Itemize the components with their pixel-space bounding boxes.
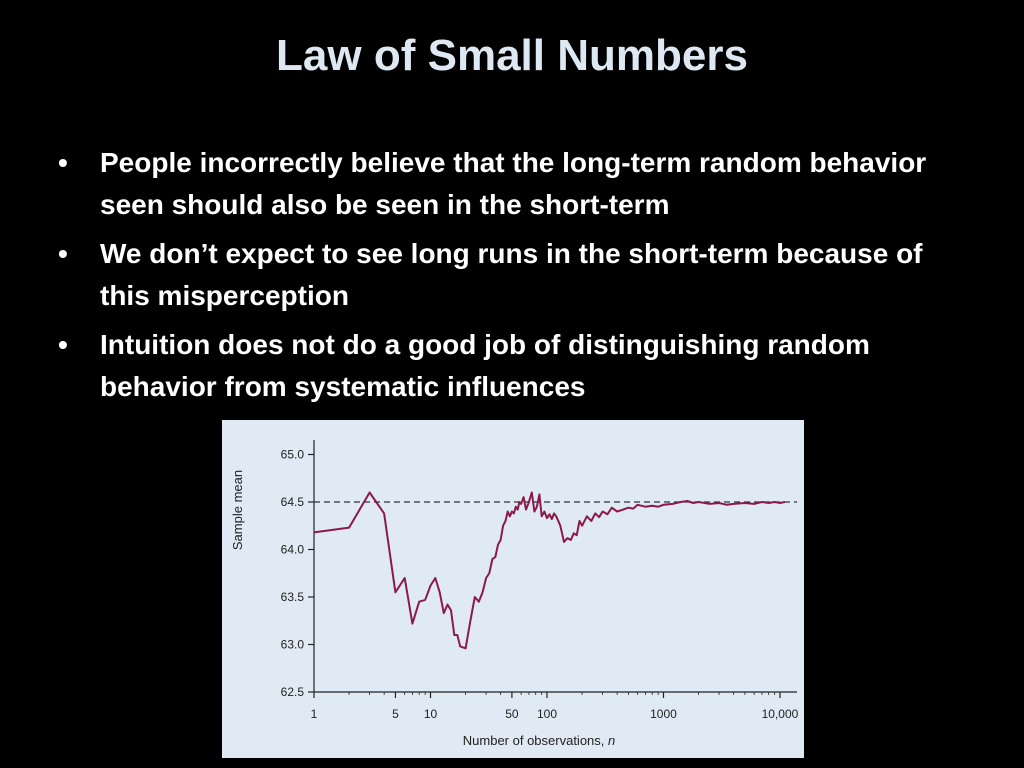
bullet-text: People incorrectly believe that the long… <box>100 147 927 220</box>
y-tick-label: 64.5 <box>281 495 305 509</box>
x-axis-label: Number of observations, n <box>463 733 615 748</box>
sample-mean-line <box>313 491 786 650</box>
y-tick-label: 65.0 <box>281 448 305 462</box>
axes <box>313 440 797 693</box>
y-axis-label: Sample mean <box>230 470 245 550</box>
bullet-dot: • <box>58 238 68 269</box>
bullet-item: • Intuition does not do a good job of di… <box>56 324 976 408</box>
x-tick-label: 10,000 <box>762 707 799 721</box>
chart-panel: 62.5 63.0 63.5 64.0 64.5 65.0 1 5 10 50 100 1000 10,… <box>222 420 804 758</box>
x-tick-label: 50 <box>505 707 519 721</box>
x-tick-label: 1 <box>311 707 318 721</box>
series-group <box>313 491 786 650</box>
y-tick-label: 63.5 <box>281 590 305 604</box>
bullet-dot: • <box>58 147 68 178</box>
ticks: 62.5 63.0 63.5 64.0 64.5 65.0 1 5 10 50 100 1000 10,… <box>281 448 799 722</box>
bullet-item: • People incorrectly believe that the lo… <box>56 142 976 226</box>
bullet-list: • People incorrectly believe that the lo… <box>56 142 976 415</box>
bullet-dot: • <box>58 329 68 360</box>
x-tick-label: 10 <box>424 707 438 721</box>
sample-mean-chart: 62.5 63.0 63.5 64.0 64.5 65.0 1 5 10 50 100 1000 10,… <box>230 440 799 748</box>
x-tick-label: 5 <box>392 707 399 721</box>
y-tick-label: 62.5 <box>281 685 305 699</box>
y-tick-label: 64.0 <box>281 543 305 557</box>
bullet-item: • We don’t expect to see long runs in th… <box>56 233 976 317</box>
slide-title: Law of Small Numbers <box>276 31 748 80</box>
y-tick-label: 63.0 <box>281 638 305 652</box>
bullet-text: Intuition does not do a good job of dist… <box>100 329 870 402</box>
bullet-text: We don’t expect to see long runs in the … <box>100 238 923 311</box>
x-tick-label: 1000 <box>650 707 677 721</box>
x-tick-label: 100 <box>537 707 557 721</box>
